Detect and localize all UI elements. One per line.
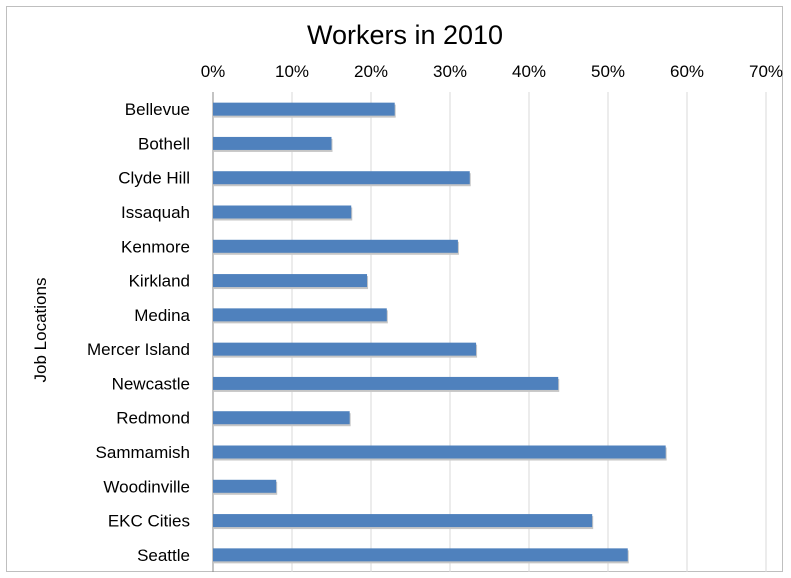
bar [213, 308, 387, 322]
category-label: Issaquah [121, 203, 190, 222]
x-tick-label: 60% [670, 62, 704, 81]
bar [213, 376, 559, 390]
chart-frame [6, 6, 783, 572]
category-label: Seattle [137, 546, 190, 565]
bar [213, 342, 477, 356]
category-label: EKC Cities [108, 512, 190, 531]
y-axis-label: Job Locations [31, 278, 50, 383]
category-label: Bothell [138, 134, 190, 153]
category-label: Kenmore [121, 237, 190, 256]
x-tick-label: 50% [591, 62, 625, 81]
bar [213, 102, 395, 116]
bar [213, 239, 458, 253]
bar [213, 548, 628, 562]
category-label: Bellevue [125, 100, 190, 119]
category-label: Woodinville [103, 477, 190, 496]
x-tick-label: 0% [201, 62, 226, 81]
category-label: Kirkland [129, 272, 190, 291]
category-label: Clyde Hill [118, 169, 190, 188]
category-label: Mercer Island [87, 340, 190, 359]
x-tick-label: 30% [433, 62, 467, 81]
category-label: Newcastle [112, 374, 190, 393]
x-tick-label: 10% [275, 62, 309, 81]
bar [213, 274, 368, 288]
bar [213, 514, 593, 528]
chart-title: Workers in 2010 [307, 20, 503, 50]
bar [213, 136, 332, 150]
category-label: Redmond [116, 409, 190, 428]
bar [213, 445, 666, 459]
category-label: Medina [134, 306, 190, 325]
x-tick-label: 20% [354, 62, 388, 81]
bar [213, 205, 352, 219]
bar [213, 479, 277, 493]
x-tick-label: 40% [512, 62, 546, 81]
bar [213, 171, 470, 185]
bar [213, 411, 350, 425]
category-label: Sammamish [96, 443, 190, 462]
x-tick-label: 70% [749, 62, 783, 81]
